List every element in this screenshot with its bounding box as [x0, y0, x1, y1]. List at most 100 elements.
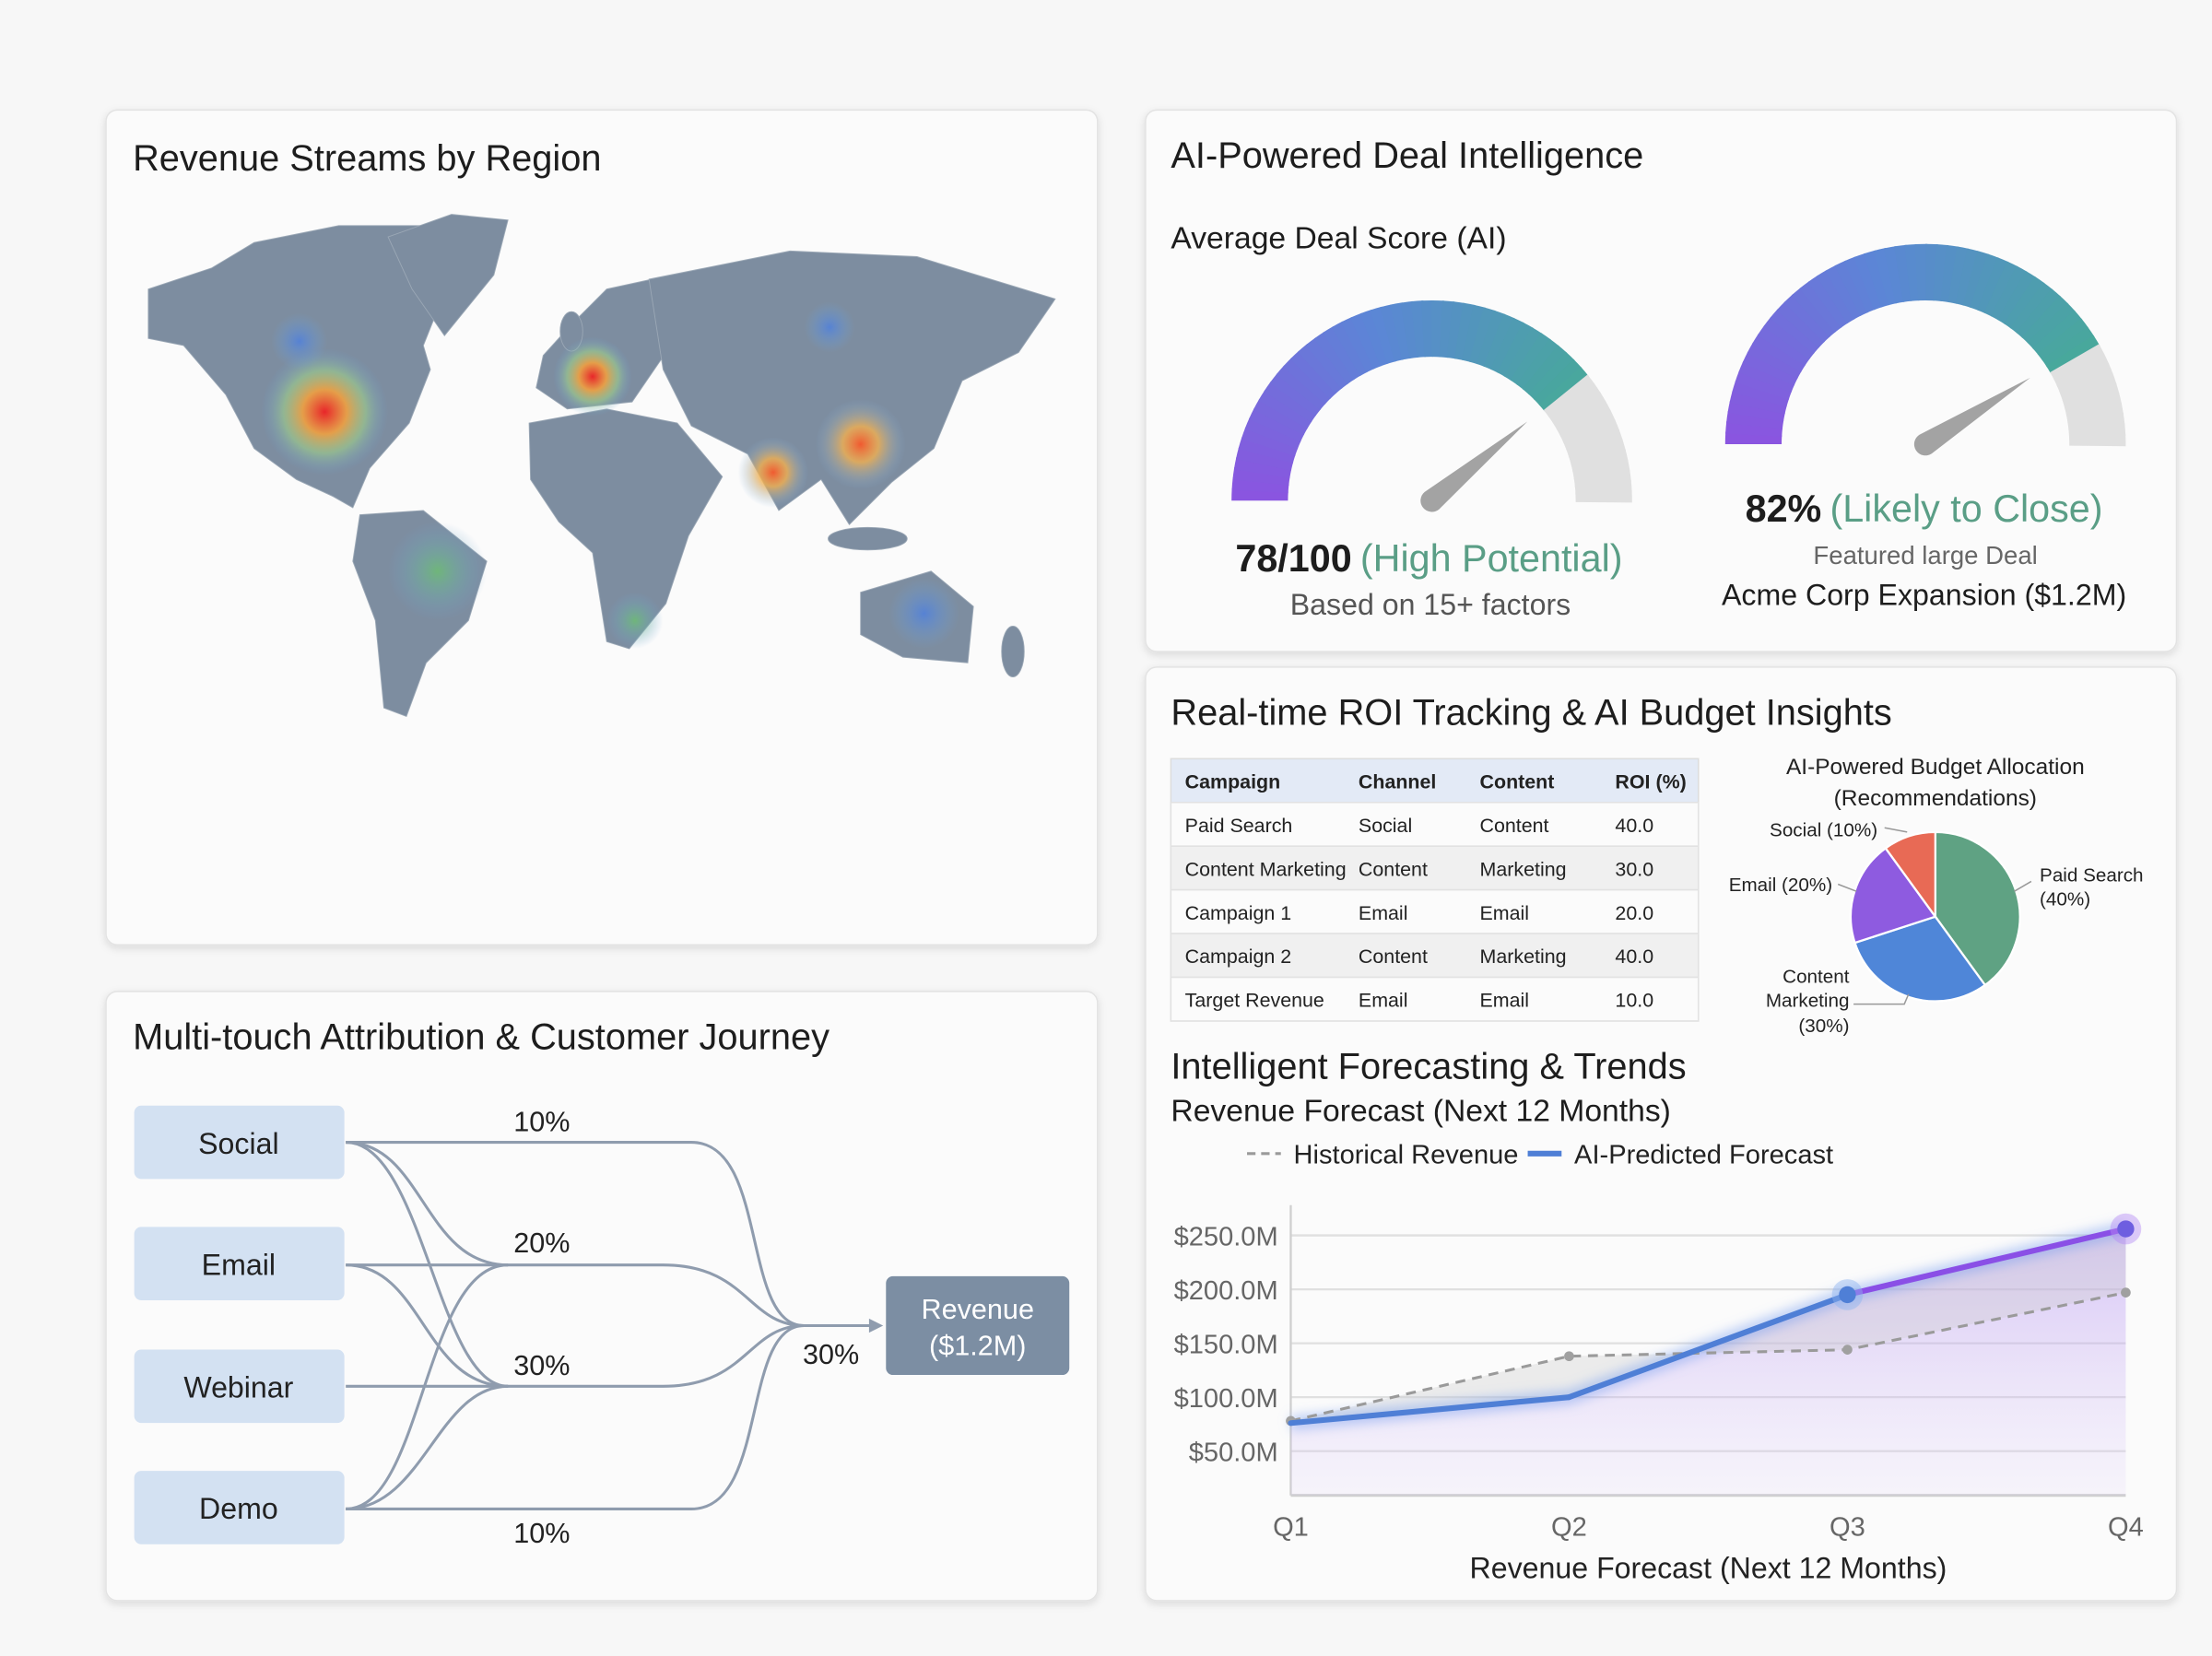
table-cell: Marketing — [1480, 858, 1567, 880]
legend-forecast-label[interactable]: AI-Predicted Forecast — [1574, 1141, 1833, 1170]
x-tick-label: Q4 — [2108, 1513, 2144, 1543]
close-probability-status: (Likely to Close) — [1830, 487, 2102, 530]
y-tick-label: $100.0M — [1174, 1384, 1278, 1414]
table-cell: Paid Search — [1185, 815, 1293, 837]
pie-label-content: Content — [1783, 967, 1850, 988]
heat-spot-china — [816, 399, 906, 489]
source-label: Email — [202, 1248, 276, 1281]
table-cell: 10.0 — [1615, 990, 1653, 1012]
x-tick-label: Q1 — [1273, 1513, 1309, 1543]
revenue-target-node[interactable]: Revenue ($1.2M) — [886, 1276, 1069, 1375]
table-cell: Content — [1359, 858, 1428, 880]
y-tick-label: $150.0M — [1174, 1330, 1278, 1359]
x-tick-label: Q2 — [1551, 1513, 1587, 1543]
featured-deal-name[interactable]: Acme Corp Expansion ($1.2M) — [1722, 579, 2126, 612]
close-probability-value: 82% — [1746, 487, 1822, 530]
source-label: Social — [198, 1127, 279, 1160]
deal-score-status: (High Potential) — [1360, 537, 1623, 580]
heat-spot-canada — [271, 313, 327, 370]
forecast-title: Intelligent Forecasting & Trends — [1171, 1047, 1686, 1087]
heat-spot-russia — [805, 301, 855, 352]
y-tick-label: $50.0M — [1189, 1438, 1278, 1467]
table-cell: Target Revenue — [1185, 990, 1324, 1012]
heat-spot-us — [261, 348, 388, 476]
header-roi[interactable]: ROI (%) — [1615, 770, 1686, 793]
table-cell: Marketing — [1480, 945, 1567, 968]
table-row[interactable]: Content Marketing Content Marketing 30.0 — [1171, 846, 1698, 889]
source-label: Webinar — [183, 1371, 293, 1404]
attribution-title: Multi-touch Attribution & Customer Journ… — [133, 1017, 830, 1058]
table-cell: 30.0 — [1615, 858, 1653, 880]
budget-pie-chart — [1851, 832, 2020, 1002]
heat-spot-south-africa — [606, 593, 663, 649]
gauge2-readout: 82%(Likely to Close) — [1746, 487, 2103, 530]
source-node-webinar[interactable]: Webinar — [135, 1350, 345, 1424]
table-row[interactable]: Target Revenue Email Email 10.0 — [1171, 978, 1698, 1021]
historical-point[interactable] — [2121, 1287, 2131, 1298]
table-cell: Email — [1359, 902, 1408, 924]
flow-pct-webinar: 30% — [513, 1350, 570, 1381]
forecast-point[interactable] — [2117, 1220, 2134, 1237]
pie-label-social: Social (10%) — [1770, 819, 1877, 840]
forecast-x-axis-title: Revenue Forecast (Next 12 Months) — [1470, 1551, 1947, 1584]
deal-subtitle: Average Deal Score (AI) — [1171, 221, 1506, 255]
pie-label-email: Email (20%) — [1729, 875, 1832, 896]
y-tick-label: $250.0M — [1174, 1222, 1278, 1251]
source-label: Demo — [199, 1492, 278, 1525]
flow-pct-email: 20% — [513, 1227, 570, 1259]
table-row[interactable]: Campaign 2 Content Marketing 40.0 — [1171, 934, 1698, 977]
table-cell: Campaign 2 — [1185, 945, 1291, 968]
table-row[interactable]: Paid Search Social Content 40.0 — [1171, 803, 1698, 846]
y-tick-label: $200.0M — [1174, 1276, 1278, 1306]
new-zealand — [1002, 626, 1024, 676]
flow-pct-demo: 10% — [513, 1518, 570, 1549]
roi-title: Real-time ROI Tracking & AI Budget Insig… — [1171, 693, 1891, 734]
table-cell: 40.0 — [1615, 815, 1653, 837]
pie-label-marketing: Marketing — [1766, 991, 1850, 1012]
gauge1-readout: 78/100(High Potential) — [1235, 537, 1622, 580]
table-cell: Email — [1480, 990, 1530, 1012]
heat-spot-india — [738, 437, 809, 508]
roi-table: Paid Search Social Content 40.0 Content Mark… — [1171, 758, 1698, 1021]
source-node-demo[interactable]: Demo — [135, 1471, 345, 1544]
heat-spot-brazil — [388, 522, 487, 620]
table-cell: Campaign 1 — [1185, 902, 1291, 924]
table-cell: Content Marketing — [1185, 858, 1347, 880]
heat-spot-australia — [888, 578, 959, 649]
table-row[interactable]: Campaign 1 Email Email 20.0 — [1171, 890, 1698, 934]
historical-point[interactable] — [1842, 1345, 1853, 1355]
revenue-target-label: Revenue — [922, 1294, 1034, 1325]
header-campaign[interactable]: Campaign — [1185, 770, 1280, 793]
deal-score-caption: Based on 15+ factors — [1290, 588, 1571, 621]
table-cell: Email — [1359, 990, 1408, 1012]
map-title: Revenue Streams by Region — [133, 138, 601, 179]
pie-label-paid-search-pct: (40%) — [2040, 888, 2090, 910]
flow-pct-merge: 30% — [803, 1339, 859, 1370]
pie-label-content-marketing-pct: (30%) — [1798, 1016, 1849, 1037]
flow-pct-social: 10% — [513, 1106, 570, 1137]
pie-title-line1: AI-Powered Budget Allocation — [1786, 755, 2085, 780]
table-cell: Email — [1480, 902, 1530, 924]
legend-historical-label[interactable]: Historical Revenue — [1294, 1141, 1519, 1170]
deal-score-value: 78/100 — [1235, 537, 1351, 580]
table-cell: Content — [1359, 945, 1428, 968]
pie-label-paid-search: Paid Search — [2040, 864, 2143, 886]
table-cell: 40.0 — [1615, 945, 1653, 968]
source-node-social[interactable]: Social — [135, 1106, 345, 1180]
table-cell: Content — [1480, 815, 1549, 837]
historical-point[interactable] — [1564, 1351, 1574, 1361]
header-channel[interactable]: Channel — [1359, 770, 1436, 793]
table-cell: Social — [1359, 815, 1412, 837]
table-cell: 20.0 — [1615, 902, 1653, 924]
forecast-point[interactable] — [1839, 1286, 1855, 1303]
pie-title-line2: (Recommendations) — [1834, 786, 2037, 811]
heat-spot-europe — [553, 337, 632, 417]
featured-deal-caption: Featured large Deal — [1813, 541, 2037, 570]
revenue-target-amount: ($1.2M) — [929, 1331, 1026, 1362]
source-node-email[interactable]: Email — [135, 1227, 345, 1300]
deal-title: AI-Powered Deal Intelligence — [1171, 135, 1643, 176]
x-tick-label: Q3 — [1830, 1513, 1865, 1543]
indonesia — [829, 527, 908, 549]
header-content[interactable]: Content — [1480, 770, 1555, 793]
